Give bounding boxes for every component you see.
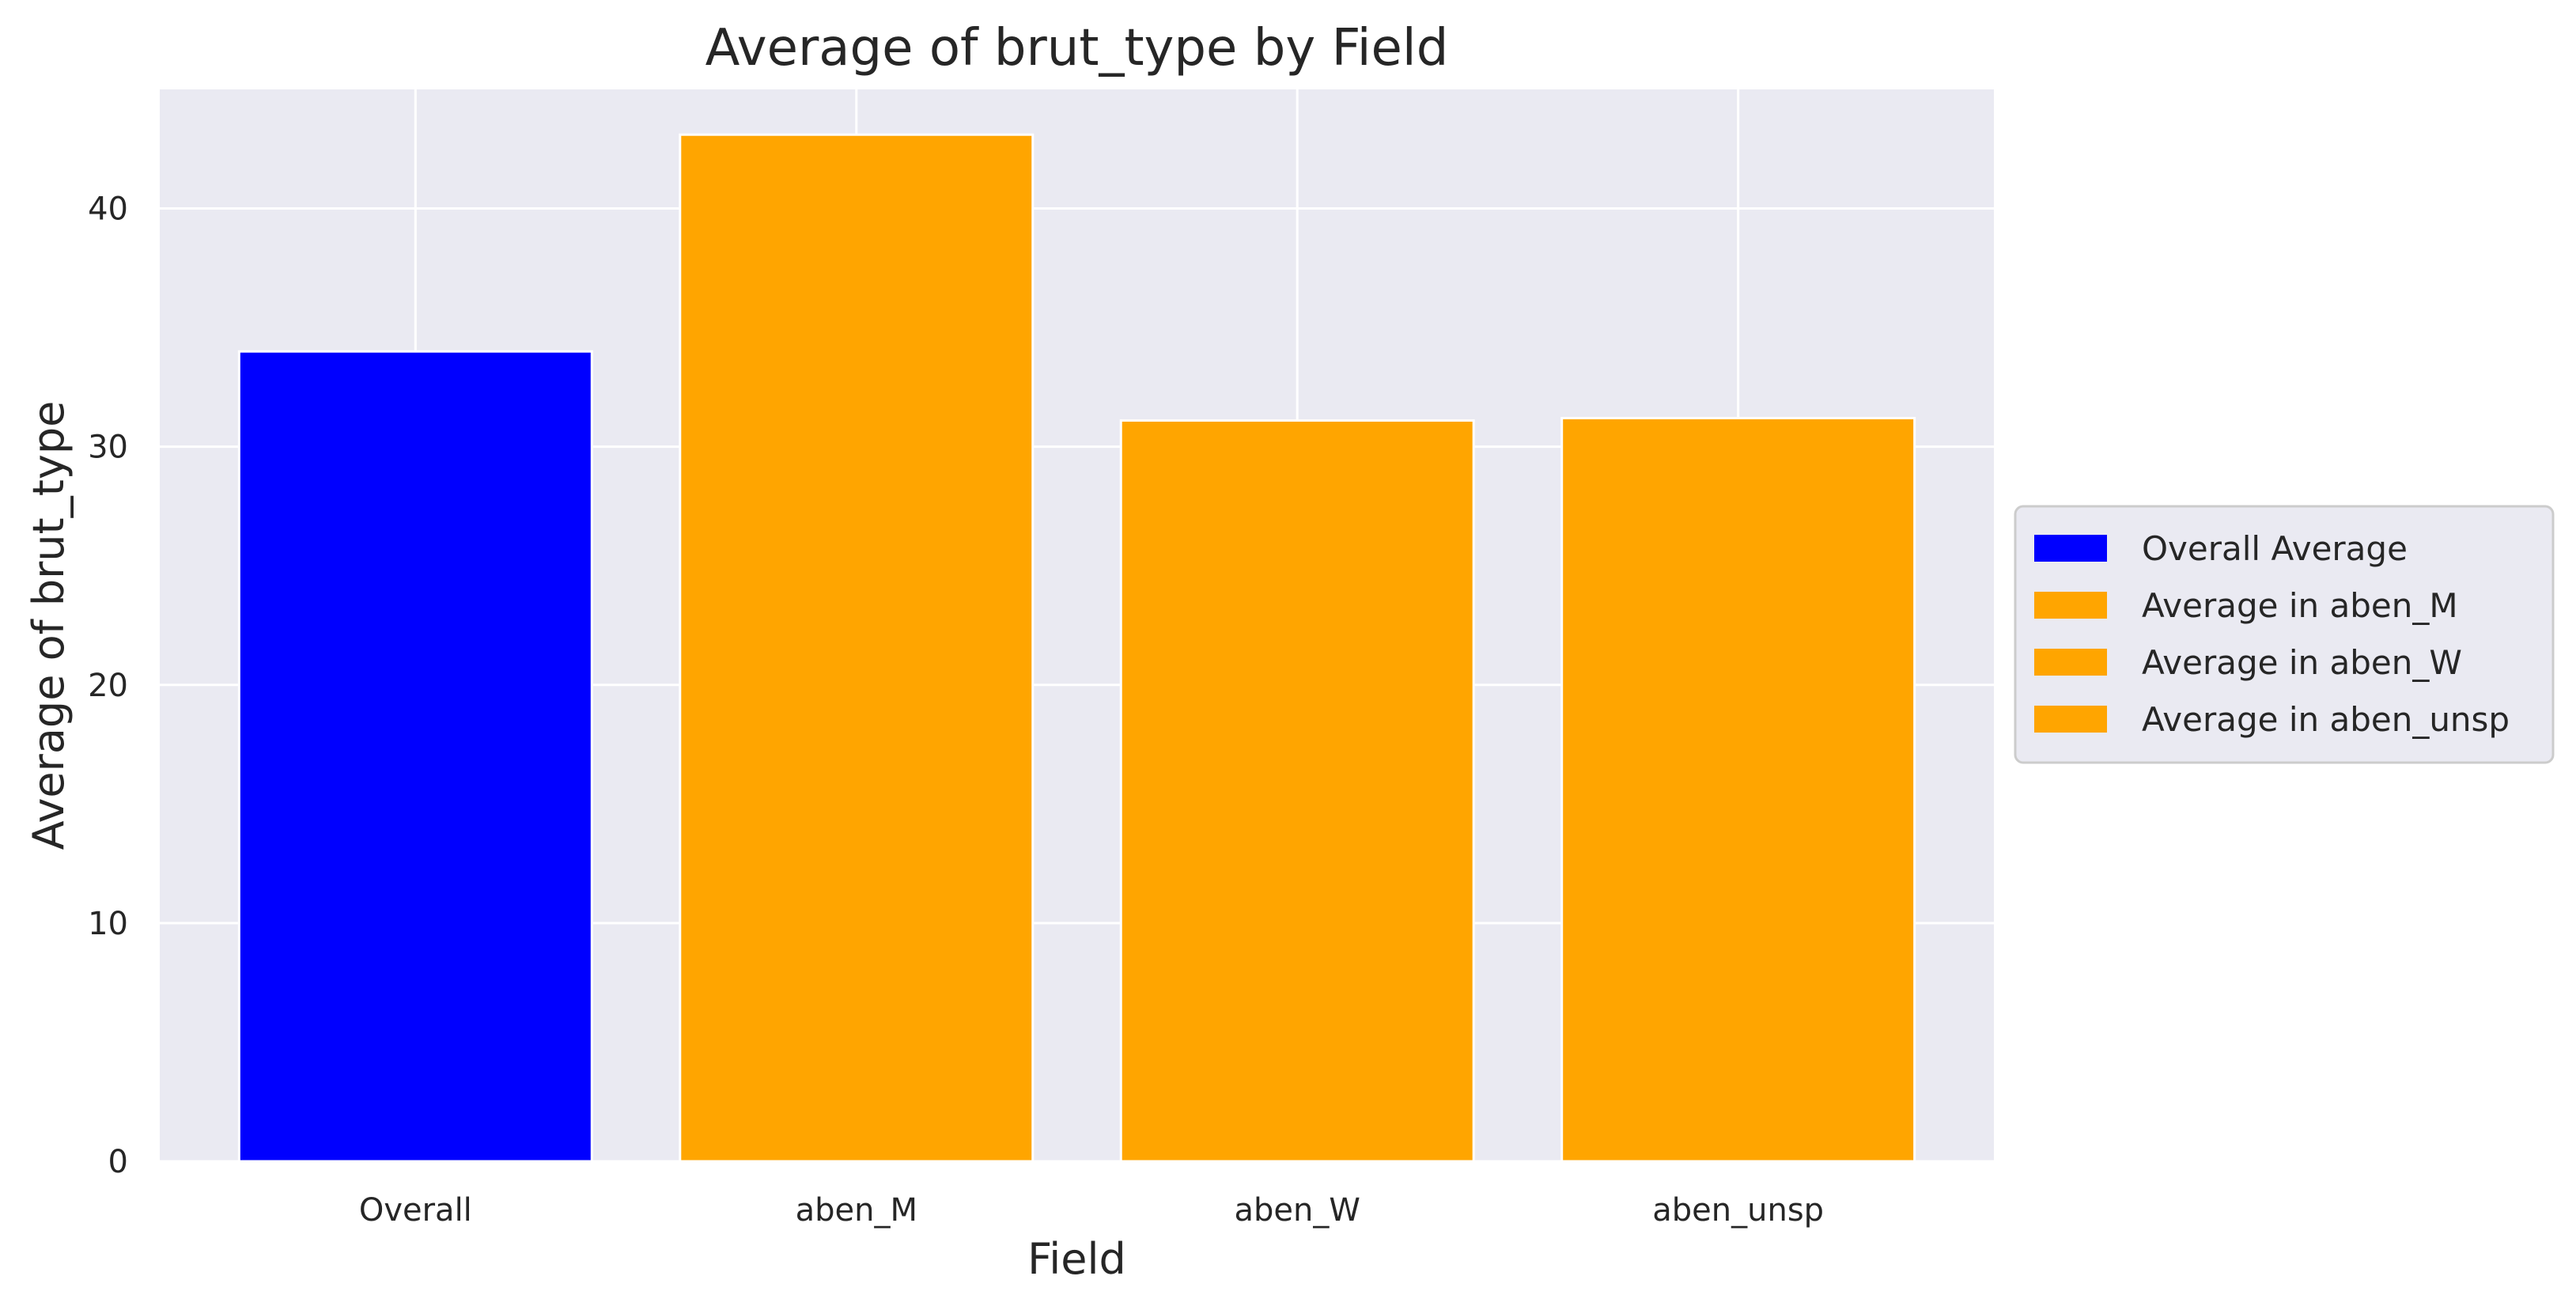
legend-label: Overall Average bbox=[2142, 529, 2408, 568]
bars bbox=[237, 133, 1916, 1163]
x-tick-label: Overall bbox=[359, 1192, 472, 1229]
x-tick-label: aben_M bbox=[796, 1192, 917, 1229]
x-tick-label: aben_unsp bbox=[1652, 1192, 1824, 1229]
legend: Overall Average Average in aben_M Average … bbox=[2014, 505, 2555, 764]
legend-label: Average in aben_W bbox=[2142, 643, 2462, 682]
legend-swatch bbox=[2034, 592, 2107, 619]
chart-title: Average of brut_type by Field bbox=[705, 19, 1449, 78]
y-axis-label: Average of brut_type bbox=[24, 401, 74, 850]
legend-label: Average in aben_unsp bbox=[2142, 700, 2510, 739]
y-tick-label: 10 bbox=[88, 906, 128, 942]
y-tick-label: 0 bbox=[108, 1144, 128, 1180]
y-tick-label: 20 bbox=[88, 668, 128, 704]
bar-aben_M bbox=[679, 133, 1035, 1163]
y-tick-label: 30 bbox=[88, 430, 128, 466]
legend-swatch bbox=[2034, 706, 2107, 733]
y-tick-label: 40 bbox=[88, 191, 128, 228]
y-tick-labels: 0 10 20 30 40 bbox=[88, 191, 128, 1180]
x-tick-label: aben_W bbox=[1235, 1192, 1360, 1229]
legend-swatch bbox=[2034, 649, 2107, 676]
x-tick-labels: Overall aben_M aben_W aben_unsp bbox=[359, 1192, 1824, 1229]
legend-box bbox=[2014, 505, 2555, 764]
bar-aben_unsp bbox=[1560, 417, 1916, 1163]
bar-Overall bbox=[237, 350, 593, 1163]
bar-aben_W bbox=[1119, 419, 1475, 1163]
legend-items: Overall Average Average in aben_M Average … bbox=[2034, 529, 2510, 739]
legend-label: Average in aben_M bbox=[2142, 586, 2458, 625]
legend-swatch bbox=[2034, 535, 2107, 562]
x-axis-label: Field bbox=[1027, 1234, 1126, 1284]
